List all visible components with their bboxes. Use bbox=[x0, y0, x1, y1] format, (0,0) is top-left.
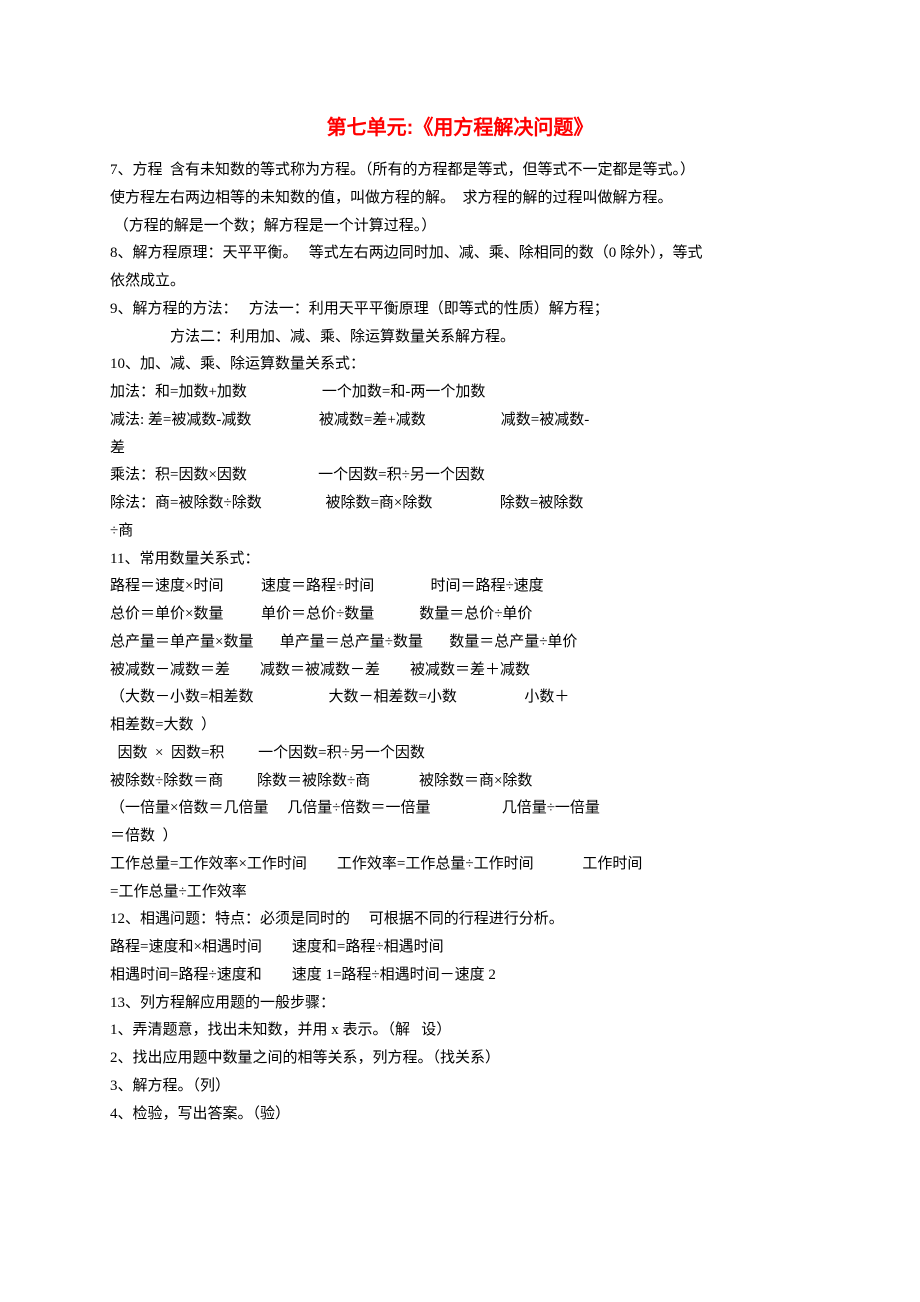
content-line: 相差数=大数 ） bbox=[110, 712, 810, 740]
content-line: 路程＝速度×时间 速度＝路程÷时间 时间＝路程÷速度 bbox=[110, 573, 810, 601]
content-line: 路程=速度和×相遇时间 速度和=路程÷相遇时间 bbox=[110, 934, 810, 962]
content-line: 依然成立。 bbox=[110, 268, 810, 296]
content-line: 工作总量=工作效率×工作时间 工作效率=工作总量÷工作时间 工作时间 bbox=[110, 851, 810, 879]
content-line: （一倍量×倍数＝几倍量 几倍量÷倍数＝一倍量 几倍量÷一倍量 bbox=[110, 795, 810, 823]
content-line: 使方程左右两边相等的未知数的值，叫做方程的解。 求方程的解的过程叫做解方程。 bbox=[110, 185, 810, 213]
content-line: 3、解方程。（列） bbox=[110, 1073, 810, 1101]
content-line: 11、常用数量关系式： bbox=[110, 546, 810, 574]
content-line: 13、列方程解应用题的一般步骤： bbox=[110, 990, 810, 1018]
content-line: 2、找出应用题中数量之间的相等关系，列方程。（找关系） bbox=[110, 1045, 810, 1073]
content-line: 差 bbox=[110, 435, 810, 463]
unit-title: 第七单元:《用方程解决问题》 bbox=[110, 110, 810, 147]
content-line: 因数 × 因数=积 一个因数=积÷另一个因数 bbox=[110, 740, 810, 768]
content-line: 方法二：利用加、减、乘、除运算数量关系解方程。 bbox=[110, 324, 810, 352]
content-line: 9、解方程的方法： 方法一：利用天平平衡原理（即等式的性质）解方程； bbox=[110, 296, 810, 324]
content-line: =工作总量÷工作效率 bbox=[110, 879, 810, 907]
content-line: 总产量＝单产量×数量 单产量＝总产量÷数量 数量＝总产量÷单价 bbox=[110, 629, 810, 657]
content-line: 8、解方程原理：天平平衡。 等式左右两边同时加、减、乘、除相同的数（0 除外），… bbox=[110, 240, 810, 268]
content-line: 12、相遇问题：特点：必须是同时的 可根据不同的行程进行分析。 bbox=[110, 906, 810, 934]
content-line: ＝倍数 ） bbox=[110, 823, 810, 851]
content-line: ÷商 bbox=[110, 518, 810, 546]
content-line: 4、检验，写出答案。（验） bbox=[110, 1101, 810, 1129]
content-line: 相遇时间=路程÷速度和 速度 1=路程÷相遇时间－速度 2 bbox=[110, 962, 810, 990]
content-line: 减法: 差=被减数-减数 被减数=差+减数 减数=被减数- bbox=[110, 407, 810, 435]
content-line: 乘法：积=因数×因数 一个因数=积÷另一个因数 bbox=[110, 462, 810, 490]
content-line: （大数－小数=相差数 大数－相差数=小数 小数＋ bbox=[110, 684, 810, 712]
content-line: （方程的解是一个数；解方程是一个计算过程。） bbox=[110, 213, 810, 241]
content-line: 7、方程 含有未知数的等式称为方程。（所有的方程都是等式，但等式不一定都是等式。… bbox=[110, 157, 810, 185]
content-line: 除法：商=被除数÷除数 被除数=商×除数 除数=被除数 bbox=[110, 490, 810, 518]
content-line: 加法：和=加数+加数 一个加数=和-两一个加数 bbox=[110, 379, 810, 407]
content-line: 1、弄清题意，找出未知数，并用 x 表示。（解 设） bbox=[110, 1017, 810, 1045]
content-line: 10、加、减、乘、除运算数量关系式： bbox=[110, 351, 810, 379]
content-line: 被除数÷除数＝商 除数＝被除数÷商 被除数＝商×除数 bbox=[110, 768, 810, 796]
content-line: 被减数－减数＝差 减数＝被减数－差 被减数＝差＋减数 bbox=[110, 657, 810, 685]
content-line: 总价＝单价×数量 单价＝总价÷数量 数量＝总价÷单价 bbox=[110, 601, 810, 629]
document-content: 7、方程 含有未知数的等式称为方程。（所有的方程都是等式，但等式不一定都是等式。… bbox=[110, 157, 810, 1128]
